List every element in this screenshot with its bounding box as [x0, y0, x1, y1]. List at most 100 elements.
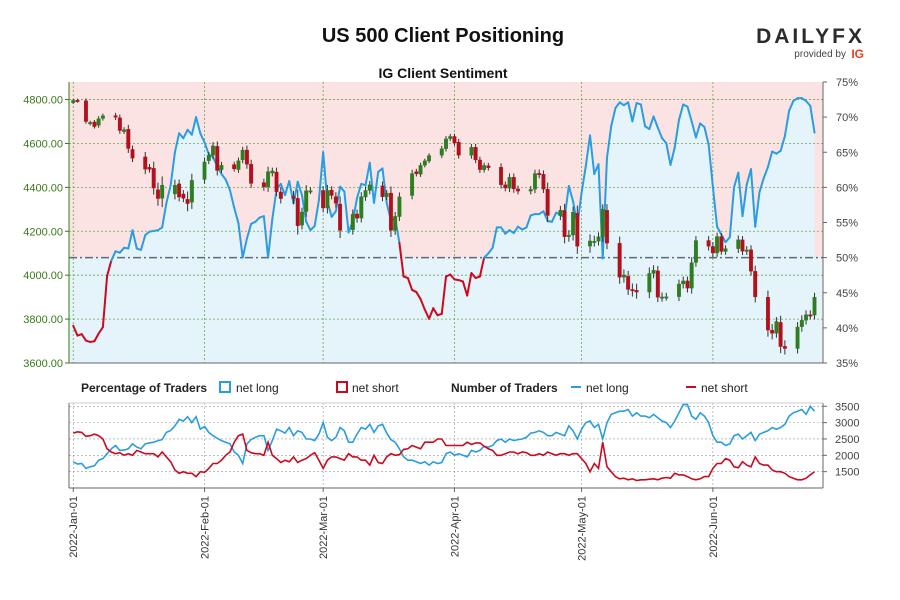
percent-tick-label: 65%	[836, 147, 858, 159]
candle-body	[156, 189, 160, 199]
price-candle	[321, 186, 326, 213]
price-candle	[249, 159, 254, 188]
net-long-pct-segment	[169, 151, 176, 187]
candle-body	[414, 171, 419, 174]
candle-body	[130, 149, 135, 159]
candle-body	[202, 161, 207, 180]
candle-body	[393, 216, 398, 231]
price-candle	[456, 138, 461, 159]
net-long-pct-segment	[512, 225, 520, 235]
price-candle	[486, 162, 491, 171]
price-candle	[388, 186, 393, 237]
candle-body	[278, 191, 283, 199]
candle-body	[211, 145, 215, 156]
price-candle	[770, 324, 775, 340]
candle-body	[693, 240, 698, 263]
candle-body	[753, 271, 758, 298]
net-long-pct-segment	[245, 222, 253, 240]
candle-body	[782, 346, 787, 349]
price-candle	[592, 235, 597, 247]
percent-tick-label: 60%	[836, 182, 858, 194]
price-candle	[414, 168, 419, 177]
net-long-pct-segment	[317, 151, 325, 202]
candle-body	[596, 236, 601, 242]
net-long-pct-segment	[487, 246, 494, 255]
candle-body	[566, 234, 571, 237]
net-long-pct-segment	[233, 206, 240, 225]
candle-body	[185, 199, 190, 204]
candle-body	[363, 190, 368, 198]
candle-body	[605, 210, 609, 244]
price-tick-label: 3800.00	[23, 314, 63, 326]
net-long-pct-segment	[550, 211, 558, 223]
price-candle	[240, 146, 245, 164]
chart-title: US 500 Client Positioning	[322, 25, 564, 47]
candle-body	[439, 148, 444, 156]
candle-body	[418, 165, 423, 175]
net-long-pct-segment	[466, 272, 473, 297]
candle-body	[647, 273, 652, 293]
candle-body	[770, 329, 775, 334]
price-candle	[740, 236, 745, 256]
price-candle	[295, 189, 300, 235]
price-candle	[219, 161, 224, 173]
count-tick-label: 3500	[835, 401, 859, 413]
candle-body	[274, 171, 279, 192]
net-long-pct-segment	[470, 272, 477, 279]
candle-body	[215, 146, 220, 171]
percent-tick-label: 50%	[836, 253, 858, 265]
price-candle	[88, 120, 93, 126]
candle-body	[181, 193, 186, 199]
candle-body	[291, 196, 296, 199]
net-long-pct-segment	[584, 134, 592, 168]
net-long-pct-segment	[110, 250, 117, 262]
price-candle	[693, 236, 698, 267]
candle-body	[160, 185, 165, 199]
candle-body	[295, 198, 300, 226]
price-candle	[96, 116, 101, 128]
price-candle	[660, 292, 664, 302]
net-long-pct-segment	[779, 135, 786, 152]
price-candle	[469, 143, 474, 159]
net-long-pct-segment	[224, 178, 231, 192]
net-long-pct-segment	[665, 142, 672, 166]
dailyfx-logo-text: DAILYFX	[756, 25, 865, 48]
candle-body	[359, 196, 364, 219]
price-candle	[185, 191, 190, 212]
percent-tick-label: 40%	[836, 323, 858, 335]
net-long-pct-segment	[762, 166, 769, 180]
net-long-pct-segment	[461, 280, 469, 297]
net-long-pct-segment	[334, 185, 342, 213]
candle-body	[88, 122, 93, 125]
percent-tick-label: 55%	[836, 218, 858, 230]
candle-body	[685, 280, 690, 289]
price-candle	[706, 236, 711, 251]
price-candle	[655, 265, 660, 303]
net-long-pct-segment	[648, 115, 655, 131]
candle-body	[541, 174, 546, 190]
net-long-pct-segment	[381, 167, 388, 204]
candle-body	[528, 189, 533, 192]
price-candle	[304, 185, 309, 218]
net-long-pct-segment	[343, 190, 350, 234]
candle-body	[329, 189, 334, 196]
net-long-pct-segment	[669, 146, 676, 166]
net-long-pct-segment	[673, 118, 680, 149]
price-candle	[359, 192, 364, 223]
candle-body	[350, 214, 355, 230]
net-long-pct-segment	[93, 332, 100, 343]
price-candle	[482, 162, 487, 173]
count-tick-label: 3000	[835, 418, 859, 430]
dailyfx-logo: DAILYFX provided by IG	[756, 25, 865, 61]
chart-subtitle: IG Client Sentiment	[378, 65, 507, 81]
price-candle	[626, 270, 631, 295]
price-candle	[333, 192, 338, 208]
legend-net-short-swatch	[336, 381, 348, 393]
candle-body	[516, 188, 520, 192]
price-candle	[621, 269, 626, 283]
price-candle	[774, 317, 779, 338]
candle-body	[477, 159, 482, 170]
price-candle	[329, 186, 334, 200]
price-candle	[545, 182, 550, 223]
net-long-pct-segment	[580, 165, 587, 194]
